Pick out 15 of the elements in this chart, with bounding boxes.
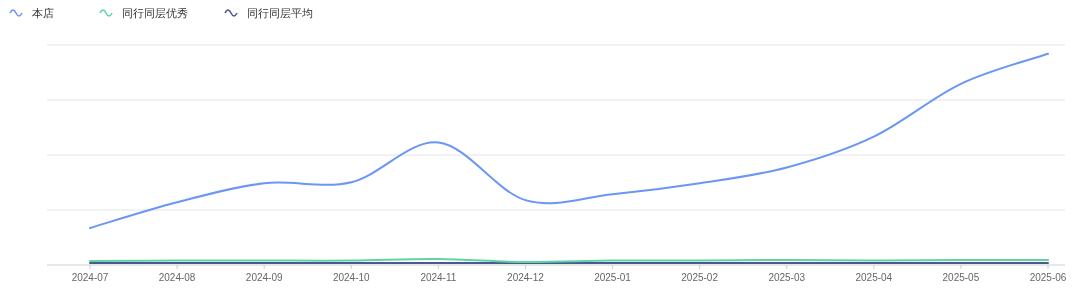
x-tick-label: 2025-01	[594, 272, 632, 283]
x-tick-label: 2025-03	[768, 272, 806, 283]
x-tick-label: 2024-09	[245, 272, 283, 283]
legend-label: 同行同层平均	[247, 7, 313, 19]
x-tick-label: 2024-07	[71, 272, 109, 283]
x-tick-label: 2024-12	[507, 272, 545, 283]
legend-label: 同行同层优秀	[122, 7, 188, 19]
x-tick-label: 2025-04	[855, 272, 893, 283]
legend-label: 本店	[32, 7, 54, 19]
x-tick-label: 2024-08	[158, 272, 196, 283]
x-tick-label: 2025-05	[942, 272, 980, 283]
x-tick-label: 2025-06	[1029, 272, 1067, 283]
x-tick-label: 2024-11	[420, 272, 457, 283]
x-tick-label: 2025-02	[681, 272, 719, 283]
x-tick-label: 2024-10	[332, 272, 371, 283]
